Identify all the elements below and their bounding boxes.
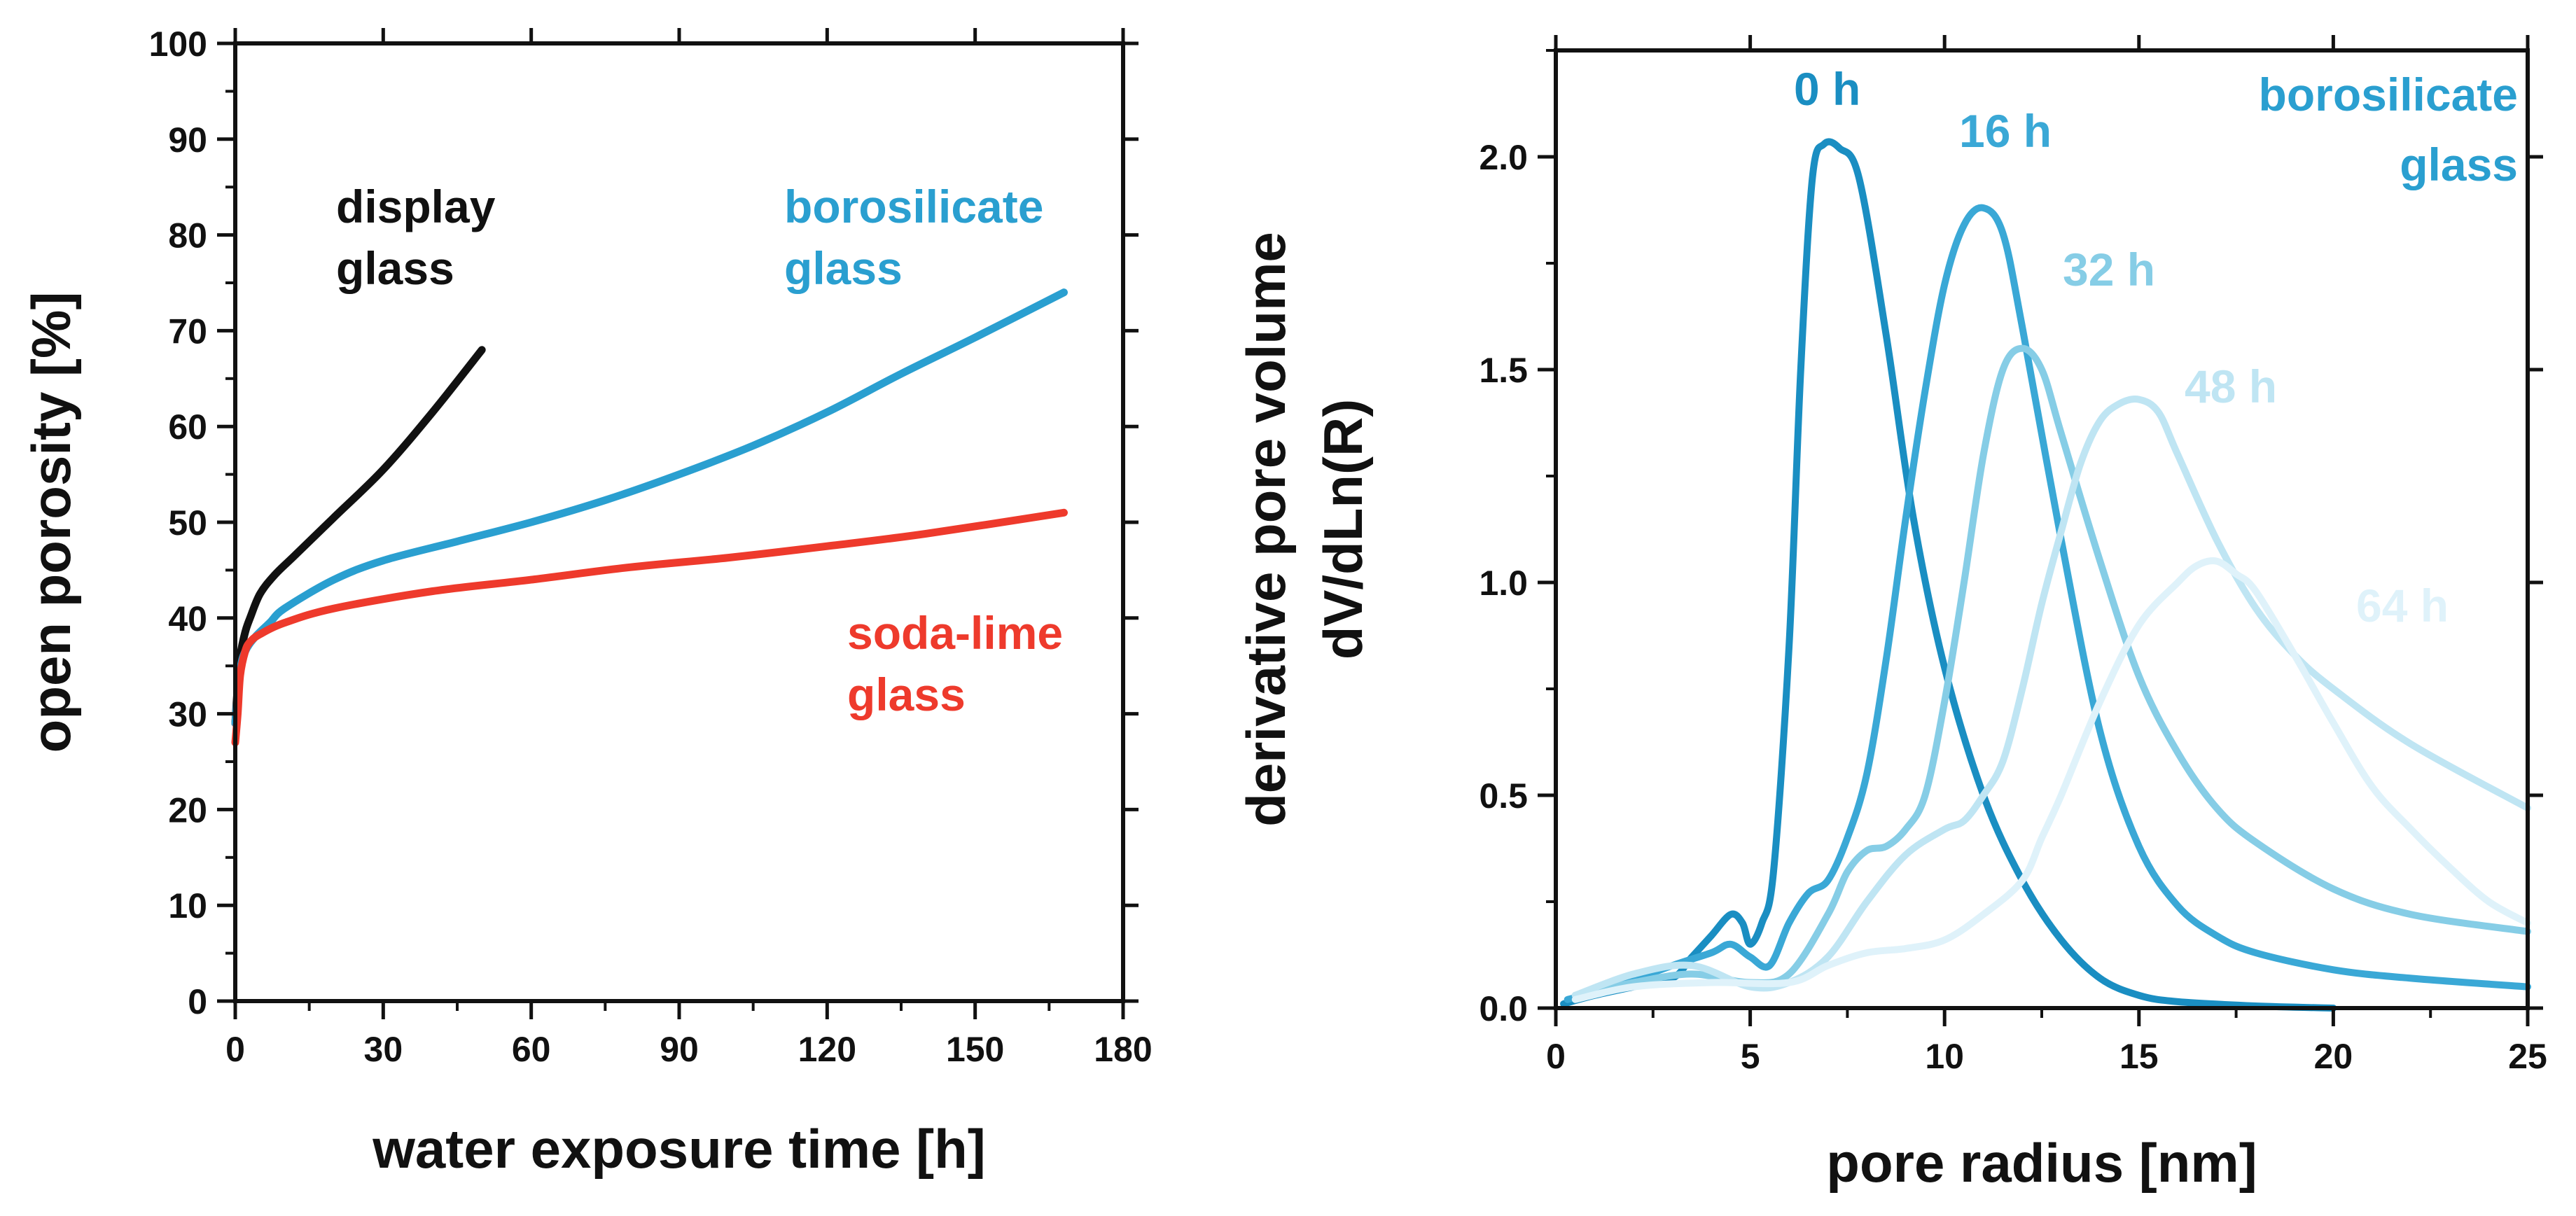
- annotation-label: 0 h: [1794, 63, 1860, 115]
- y-tick-label: 10: [168, 886, 207, 925]
- y-axis-title: dV/dLn(R): [1312, 399, 1374, 660]
- x-tick-label: 10: [1925, 1037, 1964, 1076]
- x-tick-label: 0: [1546, 1037, 1566, 1076]
- y-tick-label: 0: [188, 982, 207, 1021]
- series-line-32-h: [1571, 344, 2531, 999]
- y-tick-label: 0.5: [1479, 776, 1528, 816]
- x-tick-label: 60: [512, 1030, 551, 1069]
- x-tick-label: 25: [2508, 1037, 2547, 1076]
- annotation-label: borosilicate: [2259, 69, 2518, 120]
- chart-pore-distribution: 0 5 10 15 20 25 0.0 0.5 1.0 1.5 2.0 pore radius [nm…: [1235, 35, 2547, 1194]
- annotation-label: borosilicate: [784, 181, 1043, 232]
- y-tick-label: 0.0: [1479, 989, 1528, 1028]
- chart-porosity: 0 30 60 90 120 150 180 0 10 20 30 40 50 60 70 80 90 100 wa…: [20, 25, 1153, 1180]
- x-tick-label: 20: [2314, 1037, 2353, 1076]
- y-tick-label: 40: [168, 599, 207, 638]
- series-line-16-h: [1564, 204, 2531, 1003]
- annotation-label: 48 h: [2185, 361, 2277, 412]
- y-axis-title: derivative pore volume: [1235, 232, 1297, 827]
- y-tick-label: 20: [168, 790, 207, 830]
- annotation-label: glass: [784, 242, 903, 294]
- annotation-label: 64 h: [2356, 580, 2449, 631]
- annotation-label: soda-lime: [847, 607, 1063, 659]
- x-tick-label: 90: [660, 1030, 699, 1069]
- x-tick-label: 0: [225, 1030, 245, 1069]
- x-tick-label: 15: [2119, 1037, 2159, 1076]
- series-line-0-h: [1560, 138, 2337, 1012]
- y-tick-label: 90: [168, 120, 207, 160]
- series-line-display-glass: [231, 346, 486, 727]
- y-tick-label: 80: [168, 216, 207, 256]
- x-axis-title: pore radius [nm]: [1826, 1132, 2257, 1194]
- x-tick-label: 5: [1741, 1037, 1760, 1076]
- annotation-label: glass: [336, 242, 454, 294]
- plot-frame: [1554, 48, 2530, 1010]
- x-tick-label: 150: [946, 1030, 1004, 1069]
- series-line-soda-lime-glass: [231, 508, 1068, 747]
- x-tick-label: 120: [798, 1030, 856, 1069]
- x-tick-label: 30: [364, 1030, 403, 1069]
- y-tick-label: 1.0: [1479, 564, 1528, 603]
- y-tick-label: 1.5: [1479, 351, 1528, 390]
- annotation-label: display: [336, 181, 496, 232]
- annotation-label: 32 h: [2063, 244, 2155, 295]
- annotation-label: glass: [847, 669, 966, 720]
- annotation-label: 16 h: [1959, 105, 2052, 157]
- y-tick-label: 60: [168, 407, 207, 447]
- x-tick-label: 180: [1094, 1030, 1152, 1069]
- y-tick-label: 100: [149, 25, 207, 64]
- x-axis-title: water exposure time [h]: [372, 1118, 986, 1180]
- y-axis-title: open porosity [%]: [20, 292, 82, 753]
- y-tick-label: 50: [168, 503, 207, 543]
- y-tick-label: 2.0: [1479, 138, 1528, 177]
- y-tick-label: 70: [168, 312, 207, 351]
- y-tick-label: 30: [168, 695, 207, 734]
- series-line-64-h: [1571, 557, 2531, 1003]
- annotation-label: glass: [2400, 139, 2518, 190]
